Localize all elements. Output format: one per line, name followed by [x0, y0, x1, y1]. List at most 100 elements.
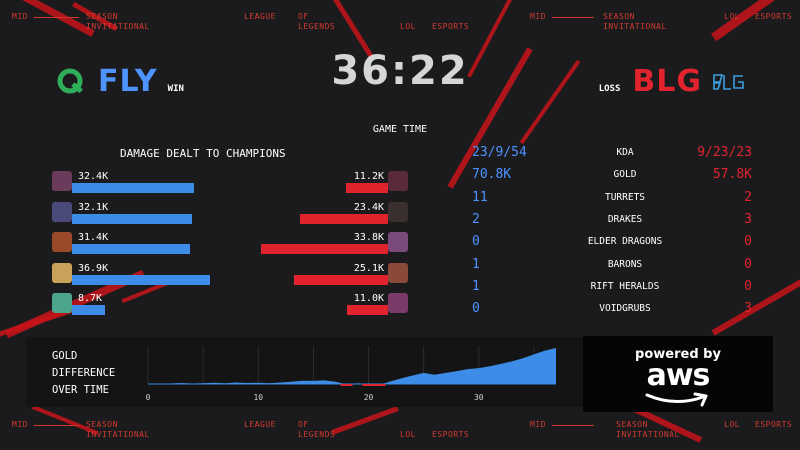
right-damage-value: 23.4K [353, 201, 384, 213]
gold-label-line: DIFFERENCE [52, 367, 116, 379]
right-team-result: LOSS [598, 83, 621, 94]
strip-mid-right: MID [530, 420, 546, 429]
left-champion-portrait [52, 232, 72, 252]
strip-season-right: SEASON [603, 12, 635, 21]
stat-right-value: 57.8K [712, 167, 752, 183]
strip-of: OF [298, 12, 309, 21]
stat-row: 0 ELDER DRAGONS 0 [470, 234, 760, 252]
left-damage-value: 36.9K [78, 262, 109, 274]
left-damage-bar [72, 183, 194, 193]
strip-season-right: SEASON [616, 420, 648, 429]
strip-season: SEASON [86, 420, 118, 429]
right-damage-bar [300, 213, 388, 224]
stat-right-value: 3 [744, 301, 752, 317]
strip-league: LEAGUE [244, 420, 276, 429]
stat-label: VOIDGRUBS [599, 303, 651, 315]
right-damage-bar [346, 305, 388, 315]
aws-smile-arrow-icon [645, 392, 708, 407]
left-damage-bar [72, 305, 105, 315]
strip-divider [552, 425, 594, 426]
strip-invitational: INVITATIONAL [86, 430, 150, 439]
stat-left-value: 1 [472, 278, 480, 294]
strip-divider [34, 425, 79, 426]
strip-league: LEAGUE [244, 12, 276, 21]
right-damage-bar [293, 274, 388, 285]
stat-left-value: 0 [472, 234, 480, 250]
stat-right-value: 0 [744, 256, 752, 272]
left-damage-value: 32.4K [78, 171, 109, 182]
powered-by-text: powered by [635, 347, 721, 362]
strip-esports: ESPORTS [432, 430, 470, 439]
strip-invitational-right: INVITATIONAL [603, 22, 667, 31]
stat-label: GOLD [613, 169, 637, 181]
footer-strip: MID SEASON INVITATIONAL LEAGUE OF LEGEND… [0, 418, 800, 448]
left-damage-value: 8.7K [78, 293, 103, 304]
stat-label: BARONS [607, 258, 643, 270]
stat-right-value: 3 [744, 211, 752, 227]
right-damage-value: 11.0K [353, 293, 384, 304]
strip-esports: ESPORTS [432, 22, 470, 31]
aws-brand-text: aws [646, 358, 711, 393]
left-champion-portrait [52, 293, 72, 313]
stat-left-value: 23/9/54 [472, 145, 527, 160]
stat-row: 23/9/54 KDA 9/23/23 [470, 145, 760, 163]
right-team-name: BLG [632, 64, 702, 99]
strip-of: OF [298, 420, 309, 429]
strip-invitational: INVITATIONAL [86, 22, 150, 31]
strip-divider [34, 17, 79, 18]
stat-row: 1 RIFT HERALDS 0 [470, 279, 760, 297]
stat-label: ELDER DRAGONS [587, 236, 663, 248]
left-damage-bar [72, 274, 211, 285]
header-strip: MID SEASON INVITATIONAL LEAGUE OF LEGEND… [0, 10, 800, 40]
strip-esports-right: ESPORTS [755, 420, 793, 429]
left-champion-portrait [52, 171, 72, 191]
stat-label: TURRETS [604, 191, 646, 203]
game-time-label: GAME TIME [372, 124, 428, 135]
right-damage-value: 25.1K [353, 262, 384, 274]
strip-lol: LOL [400, 22, 416, 31]
right-champion-portrait [388, 201, 408, 222]
left-team-name: FLY [98, 64, 158, 99]
stat-row: 1 BARONS 0 [470, 257, 760, 275]
stat-right-value: 0 [744, 278, 752, 294]
stat-row: 70.8K GOLD 57.8K [470, 167, 760, 185]
gold-label-line: OVER TIME [52, 384, 109, 396]
stat-label: DRAKES [607, 213, 643, 225]
gold-chart-label: GOLD DIFFERENCE OVER TIME [52, 348, 115, 399]
right-damage-bar [261, 244, 388, 254]
strip-mid: MID [12, 420, 28, 429]
stat-left-value: 1 [472, 256, 480, 272]
stat-row: 2 DRAKES 3 [470, 212, 760, 230]
game-timer: 36:22 [331, 48, 469, 94]
left-damage-value: 31.4K [78, 232, 109, 243]
strip-legends: LEGENDS [298, 22, 336, 31]
stat-row: 0 VOIDGRUBS 3 [470, 301, 760, 319]
right-team-header: LOSS BLG [599, 64, 746, 99]
left-damage-bar [72, 244, 190, 254]
stat-left-value: 2 [472, 211, 480, 227]
strip-lol: LOL [400, 430, 416, 439]
left-team-header: FLY WIN [56, 64, 184, 99]
right-damage-bar [346, 183, 388, 193]
strip-mid-right: MID [530, 12, 546, 21]
right-damage-value: 11.2K [353, 171, 384, 182]
right-champion-portrait [388, 293, 408, 313]
stat-label: KDA [616, 147, 634, 158]
strip-divider [552, 17, 594, 18]
strip-esports-right: ESPORTS [755, 12, 793, 21]
strip-lol-right: LOL [724, 12, 740, 21]
right-damage-value: 33.8K [353, 232, 384, 243]
strip-season: SEASON [86, 12, 118, 21]
left-damage-value: 32.1K [78, 201, 109, 213]
right-champion-portrait [388, 232, 408, 252]
left-team-result: WIN [167, 83, 184, 94]
stat-right-value: 0 [744, 234, 752, 250]
fly-q-logo-icon [57, 68, 83, 93]
gold-label-line: GOLD [52, 350, 78, 362]
right-champion-portrait [388, 262, 408, 283]
left-champion-portrait [52, 201, 72, 222]
strip-invitational-right: INVITATIONAL [616, 430, 680, 439]
strip-lol-right: LOL [724, 420, 740, 429]
blg-logo-icon [713, 73, 744, 90]
stat-left-value: 0 [472, 301, 480, 317]
